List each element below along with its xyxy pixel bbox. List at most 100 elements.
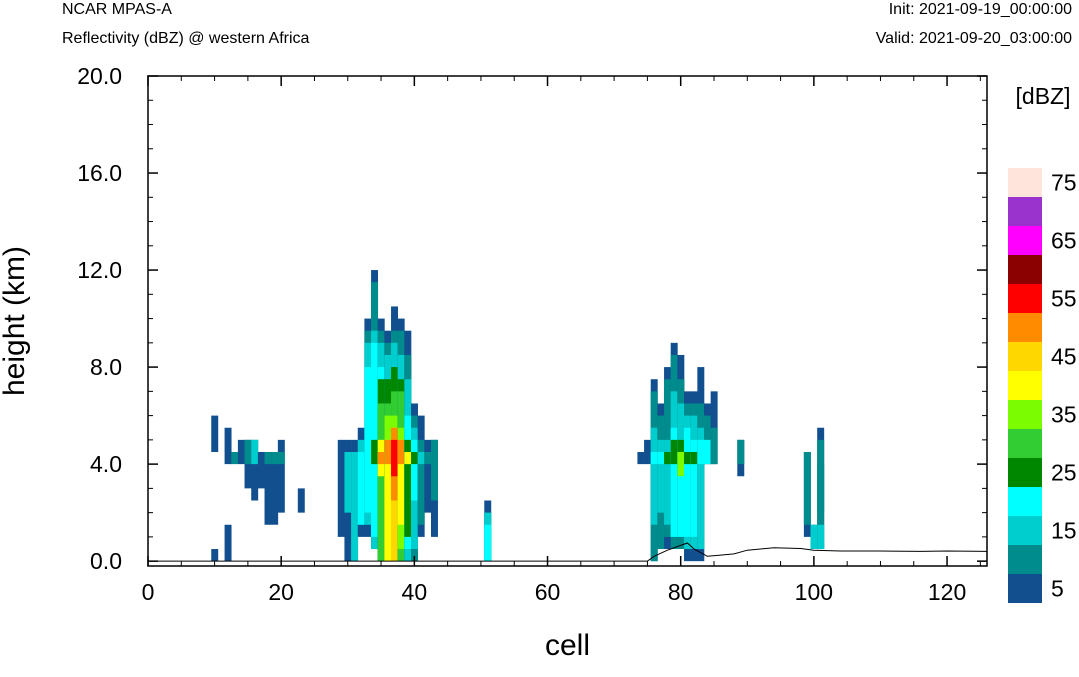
- colorbar-swatch: [1008, 516, 1042, 545]
- colorbar-label: 25: [1051, 460, 1077, 486]
- x-tick-label: 0: [142, 579, 155, 605]
- reflectivity-cell: [417, 451, 425, 465]
- x-tick-label: 120: [928, 579, 966, 605]
- reflectivity-cell: [244, 439, 252, 465]
- reflectivity-cell: [357, 451, 365, 525]
- x-tick-label: 80: [668, 579, 694, 605]
- colorbar-label: 55: [1051, 286, 1077, 312]
- colorbar-swatch: [1008, 226, 1042, 255]
- reflectivity-cell: [704, 415, 711, 465]
- reflectivity-cell: [704, 439, 711, 465]
- reflectivity-cell: [684, 451, 691, 465]
- colorbar-swatch: [1008, 487, 1042, 516]
- colorbar-swatch: [1008, 313, 1042, 342]
- colorbar-swatch: [1008, 255, 1042, 284]
- reflectivity-cell: [371, 439, 379, 465]
- reflectivity-cell: [677, 439, 685, 537]
- reflectivity-cell: [277, 451, 285, 465]
- reflectivity-cell: [650, 451, 658, 465]
- reflectivity-cell: [670, 439, 678, 465]
- colorbar-swatch: [1008, 429, 1042, 458]
- reflectivity-cell: [397, 439, 405, 525]
- reflectivity-cell: [377, 403, 385, 562]
- reflectivity-cell: [404, 451, 412, 465]
- y-tick-label: 0.0: [90, 548, 122, 574]
- reflectivity-cell: [810, 524, 818, 550]
- x-tick-label: 20: [268, 579, 294, 605]
- reflectivity-cell: [484, 524, 492, 562]
- reflectivity-cell: [690, 439, 698, 537]
- axis-ticks: [147, 75, 987, 566]
- colorbar-swatch: [1008, 168, 1042, 197]
- model-title: NCAR MPAS-A: [62, 1, 172, 18]
- reflectivity-cell: [224, 427, 232, 465]
- reflectivity-cell: [697, 427, 705, 550]
- reflectivity-cell: [710, 427, 718, 465]
- init-time: Init: 2021-09-19_00:00:00: [888, 1, 1072, 18]
- reflectivity-cell: [397, 439, 405, 465]
- reflectivity-cell: [644, 439, 652, 465]
- reflectivity-cell: [251, 439, 259, 501]
- colorbar-swatch: [1008, 458, 1042, 487]
- reflectivity-cell: [264, 451, 272, 465]
- reflectivity-cell: [803, 451, 811, 525]
- reflectivity-cells: [211, 270, 825, 562]
- valid-time: Valid: 2021-09-20_03:00:00: [875, 30, 1072, 47]
- colorbar: [1008, 168, 1042, 603]
- reflectivity-cell: [251, 439, 259, 465]
- colorbar-swatch: [1008, 400, 1042, 429]
- colorbar-swatch: [1008, 574, 1042, 603]
- reflectivity-cell: [277, 439, 285, 513]
- reflectivity-cell: [391, 439, 398, 477]
- reflectivity-cell: [817, 464, 825, 513]
- reflectivity-cell: [384, 439, 392, 465]
- colorbar-labels: 5 15 25 35 45 55 65 75: [1051, 170, 1077, 602]
- reflectivity-cell: [231, 451, 239, 465]
- reflectivity-cell: [737, 439, 745, 465]
- colorbar-unit: [dBZ]: [1016, 83, 1071, 109]
- reflectivity-cell: [424, 439, 432, 513]
- reflectivity-cell: [364, 367, 372, 513]
- reflectivity-cell: [684, 427, 691, 537]
- colorbar-swatch: [1008, 371, 1042, 400]
- reflectivity-cell: [817, 524, 825, 550]
- reflectivity-cell: [271, 451, 279, 525]
- colorbar-swatch: [1008, 342, 1042, 371]
- x-tick-label: 100: [795, 579, 833, 605]
- reflectivity-cell: [337, 439, 345, 537]
- reflectivity-cell: [657, 451, 665, 465]
- reflectivity-cell: [670, 427, 678, 537]
- colorbar-label: 45: [1051, 344, 1077, 370]
- reflectivity-cell: [650, 427, 658, 525]
- reflectivity-cell: [297, 488, 305, 513]
- y-tick-label: 4.0: [90, 451, 122, 477]
- colorbar-swatch: [1008, 284, 1042, 313]
- reflectivity-cell: [211, 415, 219, 452]
- reflectivity-cell: [411, 439, 418, 501]
- y-axis-label: height (km): [0, 246, 31, 396]
- reflectivity-cell: [384, 439, 392, 562]
- reflectivity-cell: [417, 439, 425, 525]
- y-tick-label: 8.0: [90, 354, 122, 380]
- reflectivity-cell: [411, 451, 418, 465]
- colorbar-label: 65: [1051, 228, 1077, 254]
- reflectivity-cell: [424, 451, 432, 465]
- reflectivity-cell: [237, 439, 245, 465]
- reflectivity-cell: [431, 439, 438, 501]
- colorbar-label: 5: [1051, 576, 1064, 602]
- reflectivity-cell: [224, 524, 232, 562]
- colorbar-swatch: [1008, 197, 1042, 226]
- reflectivity-cell: [690, 451, 698, 465]
- reflectivity-cell: [404, 439, 412, 537]
- colorbar-label: 15: [1051, 518, 1077, 544]
- terrain-line: [148, 542, 988, 562]
- field-title: Reflectivity (dBZ) @ western Africa: [62, 30, 310, 47]
- reflectivity-cell: [664, 439, 672, 525]
- reflectivity-cell: [697, 439, 705, 465]
- x-tick-label: 40: [402, 579, 428, 605]
- y-tick-label: 20.0: [77, 63, 122, 89]
- reflectivity-cell: [351, 451, 359, 562]
- reflectivity-cell: [657, 439, 665, 513]
- reflectivity-cell: [271, 451, 279, 465]
- reflectivity-cell: [664, 451, 672, 465]
